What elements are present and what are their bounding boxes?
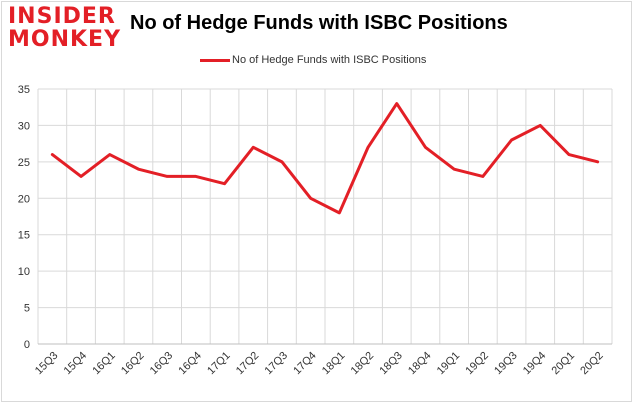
legend-label: No of Hedge Funds with ISBC Positions xyxy=(232,54,427,66)
x-tick-label: 17Q2 xyxy=(234,350,262,378)
x-tick-label: 19Q3 xyxy=(492,350,520,378)
y-tick-label: 30 xyxy=(18,120,30,132)
x-tick-label: 18Q1 xyxy=(320,350,348,378)
x-tick-label: 16Q4 xyxy=(176,350,204,378)
x-tick-label: 17Q1 xyxy=(205,350,233,378)
x-tick-label: 17Q3 xyxy=(263,350,291,378)
x-tick-label: 15Q4 xyxy=(62,350,90,378)
logo-line-2: MONKEY xyxy=(8,27,122,52)
x-tick-label: 18Q2 xyxy=(349,350,377,378)
insider-monkey-logo: INSIDER MONKEY xyxy=(8,4,122,52)
x-tick-label: 19Q1 xyxy=(435,350,463,378)
x-tick-label: 20Q1 xyxy=(550,350,578,378)
x-tick-label: 16Q3 xyxy=(148,350,176,378)
y-tick-label: 35 xyxy=(18,84,30,96)
x-tick-label: 20Q2 xyxy=(578,350,606,378)
x-tick-label: 18Q3 xyxy=(377,350,405,378)
x-tick-label: 16Q1 xyxy=(90,350,118,378)
logo-line-1: INSIDER xyxy=(8,4,116,29)
legend-swatch xyxy=(200,58,230,62)
series-line xyxy=(50,102,600,215)
x-tick-label: 16Q2 xyxy=(119,350,147,378)
y-tick-label: 15 xyxy=(18,230,30,242)
y-tick-label: 0 xyxy=(24,339,30,351)
y-tick-label: 10 xyxy=(18,266,30,278)
y-tick-label: 25 xyxy=(18,157,30,169)
chart-legend: No of Hedge Funds with ISBC Positions xyxy=(200,53,426,67)
y-tick-label: 5 xyxy=(24,303,30,315)
chart-title: No of Hedge Funds with ISBC Positions xyxy=(130,12,508,34)
x-tick-label: 19Q2 xyxy=(463,350,491,378)
x-tick-label: 15Q3 xyxy=(33,350,61,378)
x-tick-label: 19Q4 xyxy=(521,350,549,378)
x-tick-label: 17Q4 xyxy=(291,350,319,378)
x-tick-label: 18Q4 xyxy=(406,350,434,378)
y-tick-label: 20 xyxy=(18,193,30,205)
